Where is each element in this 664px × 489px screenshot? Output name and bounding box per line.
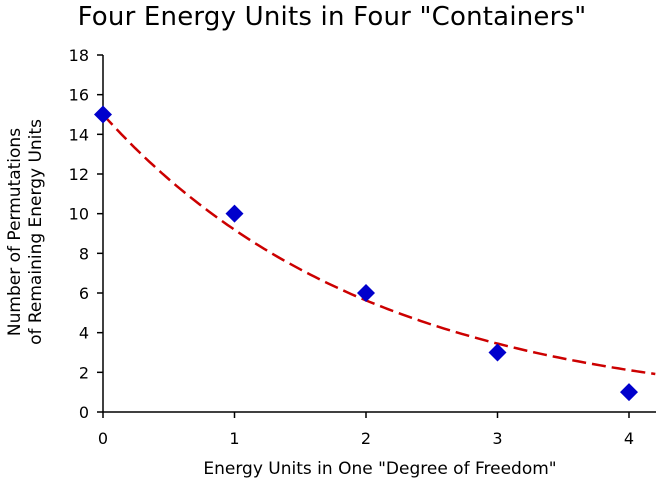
y-axis-ticks: 0 2 4 6 8 10 12 14 16 18 (69, 46, 103, 422)
data-point (94, 105, 112, 124)
y-tick-label: 16 (69, 86, 89, 105)
y-axis-title-line-2: of Remaining Energy Units (26, 119, 46, 345)
y-axis-title: Number of Permutations of Remaining Ener… (5, 119, 46, 345)
y-tick-label: 4 (79, 324, 89, 343)
x-tick-label: 4 (624, 429, 634, 448)
y-tick-label: 2 (79, 363, 89, 382)
data-point (488, 343, 507, 362)
y-tick-label: 8 (79, 244, 89, 263)
y-tick-label: 12 (69, 165, 89, 184)
y-tick-label: 18 (69, 46, 89, 65)
x-axis-title: Energy Units in One "Degree of Freedom" (203, 459, 556, 479)
x-tick-label: 2 (361, 429, 371, 448)
x-axis-ticks: 0 1 2 3 4 (98, 412, 634, 448)
trendline-curve (102, 113, 656, 376)
y-tick-label: 10 (69, 205, 89, 224)
y-tick-label: 6 (79, 284, 89, 303)
data-point (620, 383, 638, 402)
x-tick-label: 1 (229, 429, 239, 448)
x-tick-label: 3 (492, 429, 502, 448)
x-tick-label: 0 (98, 429, 108, 448)
data-points (94, 105, 638, 402)
y-axis-title-line-1: Number of Permutations (5, 128, 25, 336)
y-tick-label: 14 (69, 125, 89, 144)
data-point (225, 204, 244, 223)
y-tick-label: 0 (79, 403, 89, 422)
chart-title: Four Energy Units in Four "Containers" (77, 2, 587, 32)
data-point (357, 284, 375, 302)
axes (102, 55, 656, 413)
